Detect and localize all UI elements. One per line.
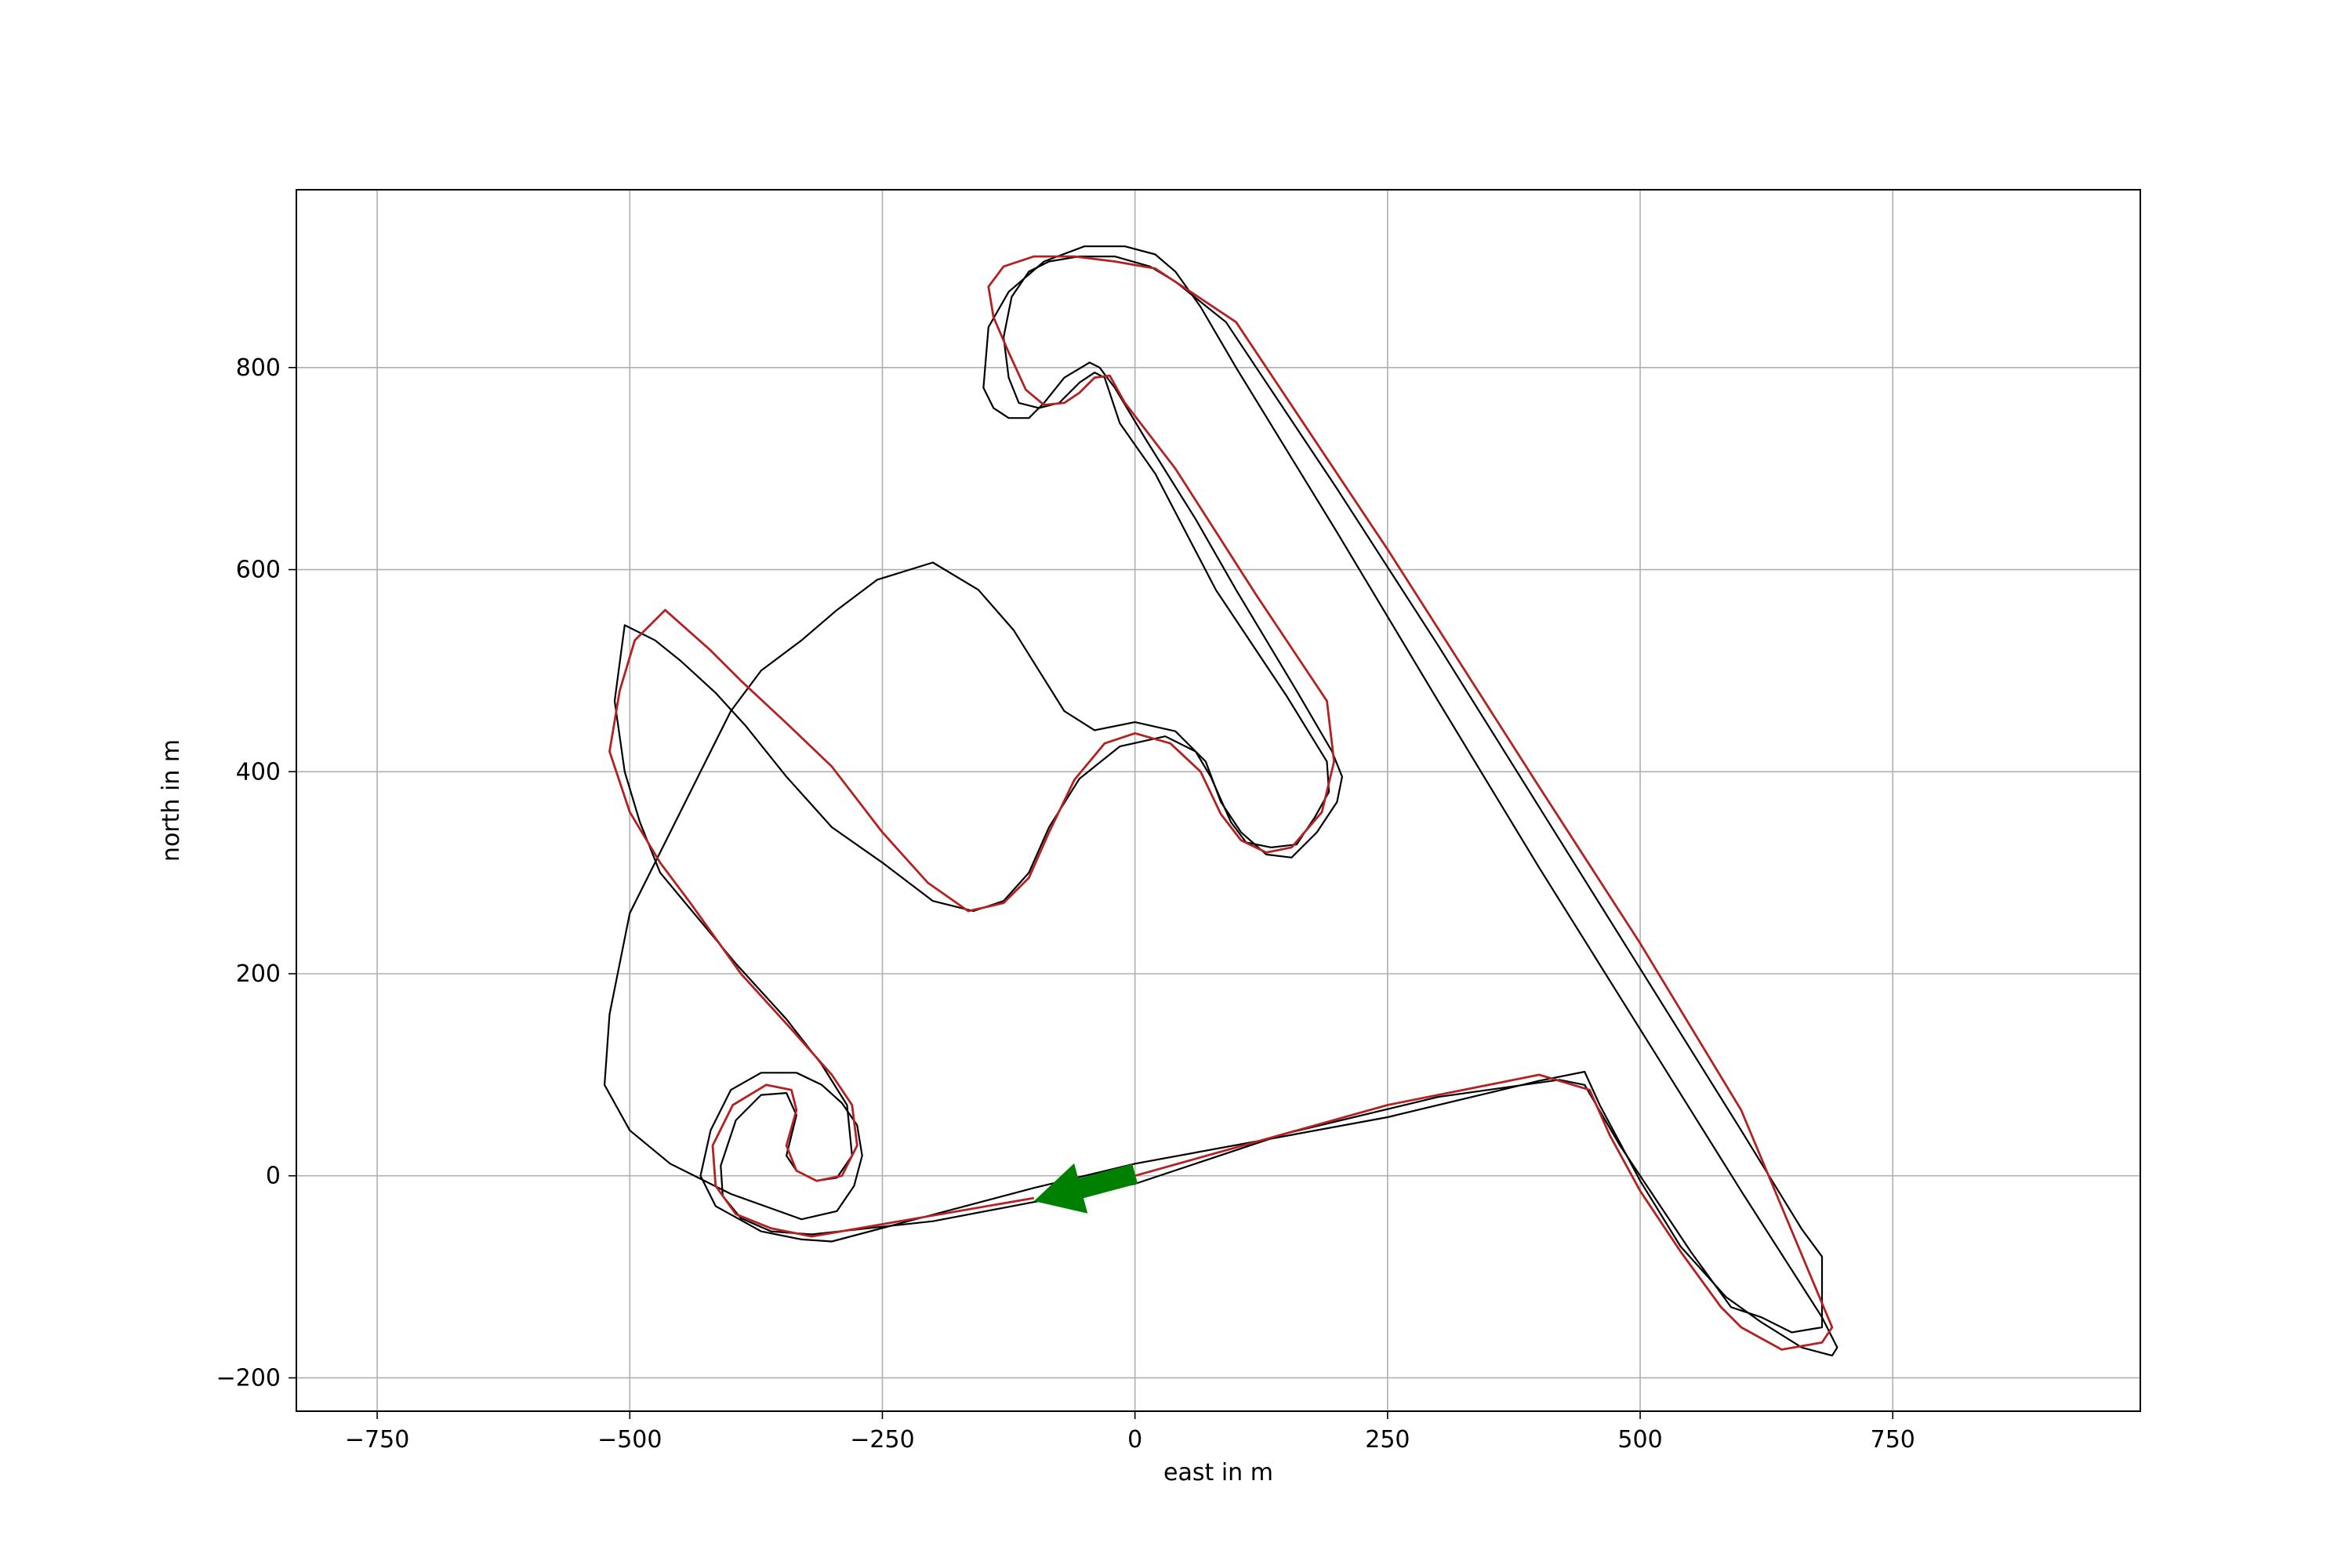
x-axis-label: east in m <box>1163 1459 1273 1486</box>
x-tick-label: 500 <box>1617 1426 1662 1454</box>
y-tick-label: −200 <box>216 1364 281 1392</box>
y-axis-label: north in m <box>158 739 185 862</box>
axis-ticks: −750 −500 −250 0 250 500 750 −200 0 200 400 600 800 <box>216 354 1915 1454</box>
racing-line-line <box>608 255 1834 1351</box>
plot-frame <box>296 189 2141 1412</box>
x-tick-label: 250 <box>1365 1426 1410 1454</box>
outer-boundary-line <box>603 245 1838 1357</box>
x-tick-label: −500 <box>597 1426 662 1454</box>
track-series <box>603 245 1838 1357</box>
x-tick-label: −750 <box>345 1426 409 1454</box>
x-tick-label: 0 <box>1127 1426 1142 1454</box>
y-tick-label: 800 <box>236 354 281 382</box>
x-tick-label: −250 <box>850 1426 914 1454</box>
y-tick-label: 0 <box>266 1163 281 1190</box>
heading-arrow-icon <box>1033 1163 1138 1214</box>
x-tick-label: 750 <box>1871 1426 1915 1454</box>
heading-arrow-group <box>1033 1163 1138 1214</box>
y-tick-label: 200 <box>236 960 281 988</box>
grid <box>296 190 2140 1411</box>
y-tick-label: 400 <box>236 758 281 786</box>
y-tick-label: 600 <box>236 557 281 584</box>
